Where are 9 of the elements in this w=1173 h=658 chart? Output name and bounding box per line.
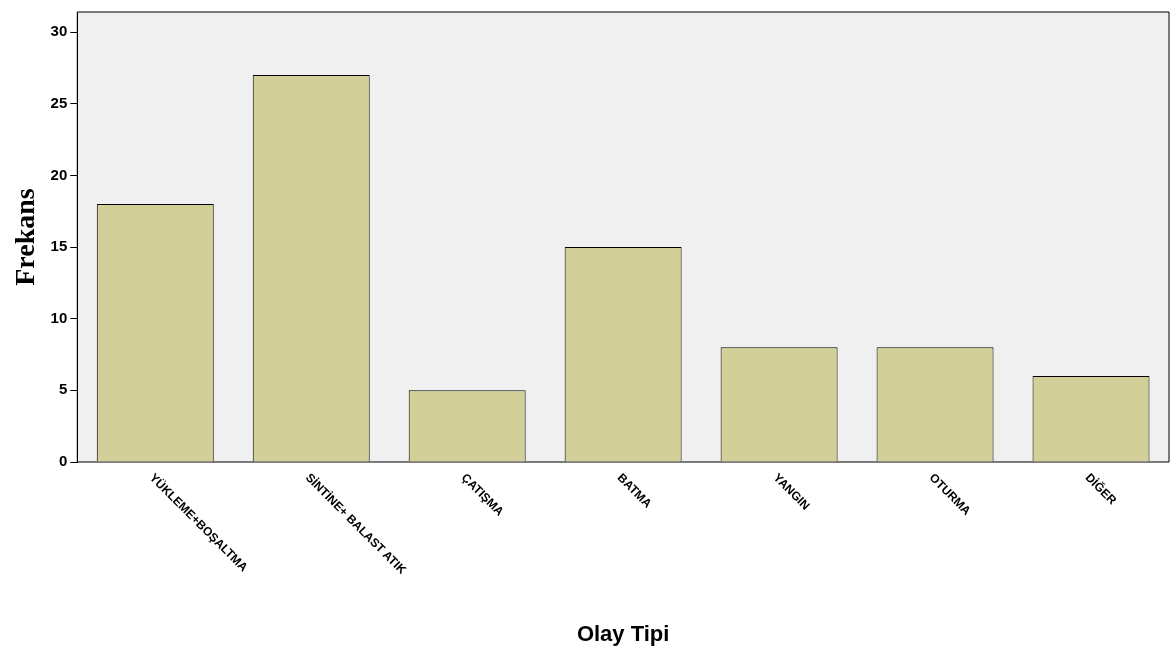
y-axis-title: Frekans [9,188,41,286]
y-tick-label: 20 [50,165,68,183]
y-tick-label: 10 [50,308,68,326]
y-tick-label: 30 [50,22,68,40]
y-tick-label: 25 [50,93,68,111]
x-axis-title: Olay Tipi [576,620,670,646]
y-tick-label: 15 [50,237,68,255]
y-tick-label: 5 [58,380,68,398]
y-tick-label: 0 [58,452,68,470]
